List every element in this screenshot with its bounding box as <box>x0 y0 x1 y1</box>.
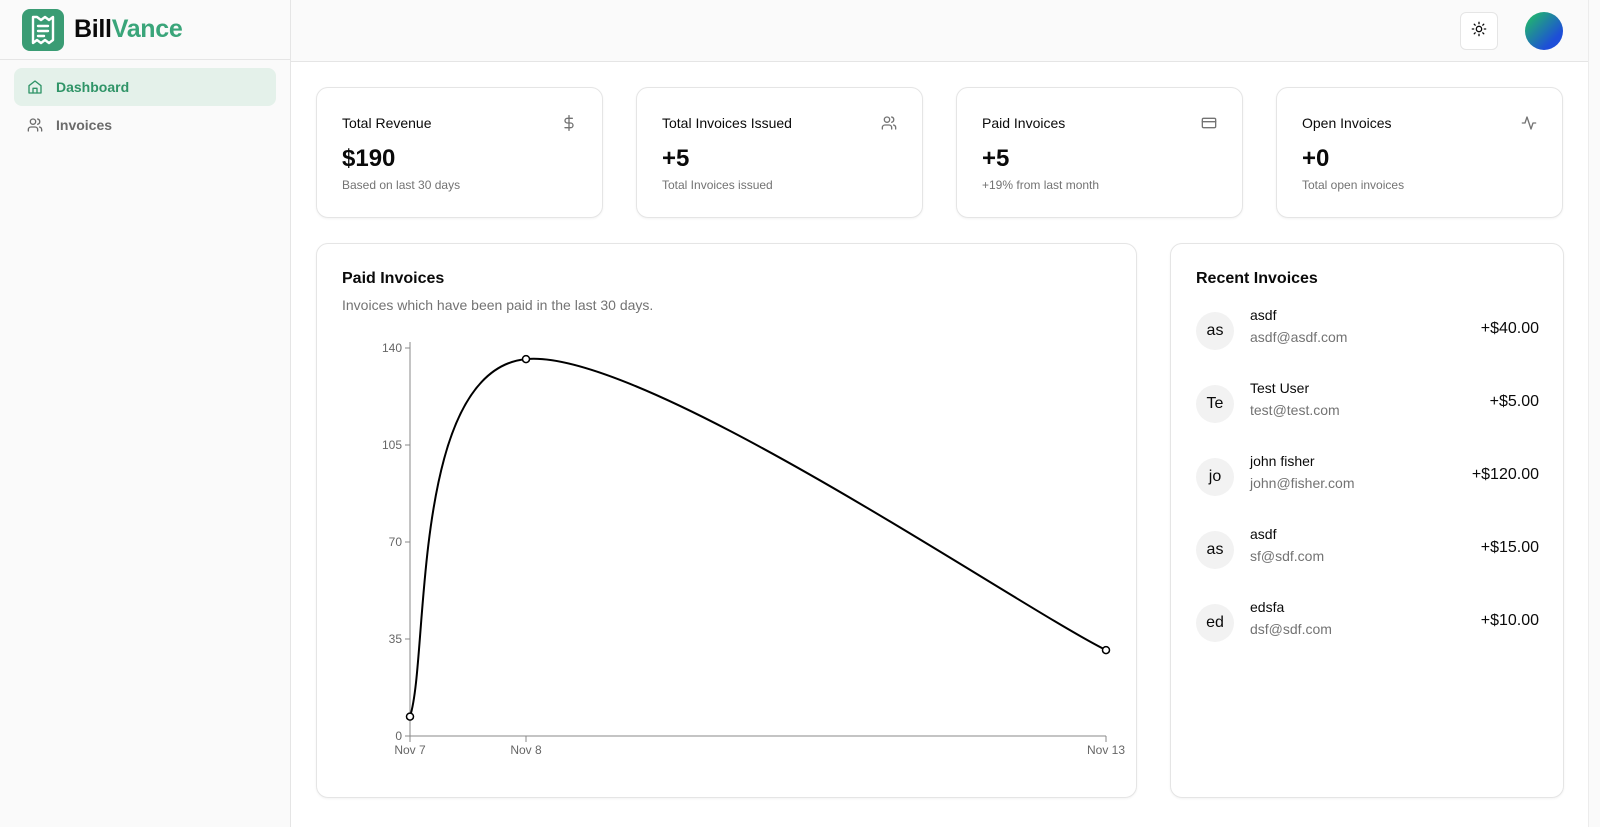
customer-avatar: jo <box>1196 458 1234 496</box>
stat-card-open-invoices: Open Invoices +0 Total open invoices <box>1276 87 1563 218</box>
customer-email: sf@sdf.com <box>1250 548 1325 564</box>
customer-name: john fisher <box>1250 453 1315 469</box>
y-tick-label: 0 <box>395 729 402 743</box>
sidebar-item-label: Dashboard <box>56 79 130 95</box>
credit-card-icon <box>1201 115 1217 131</box>
recent-invoice-row[interactable]: Te Test User test@test.com +$5.00 <box>1196 380 1539 425</box>
home-icon <box>27 79 43 95</box>
customer-name: asdf <box>1250 307 1277 323</box>
customer-email: asdf@asdf.com <box>1250 329 1348 345</box>
stat-value: +5 <box>662 145 690 172</box>
stat-value: +5 <box>982 145 1010 172</box>
users-icon <box>881 115 897 131</box>
data-point <box>1101 645 1111 655</box>
user-avatar[interactable] <box>1525 12 1563 50</box>
stat-subtext: Total Invoices issued <box>662 178 773 192</box>
customer-avatar: Te <box>1196 385 1234 423</box>
invoice-amount: +$5.00 <box>1489 393 1539 410</box>
sidebar: BillVance Dashboard Invoices <box>0 0 291 827</box>
customer-name: edsfa <box>1250 599 1285 615</box>
invoice-amount: +$15.00 <box>1480 539 1539 556</box>
customer-email: dsf@sdf.com <box>1250 621 1332 637</box>
sidebar-item-label: Invoices <box>56 117 113 133</box>
stat-value: +0 <box>1302 145 1330 172</box>
receipt-logo-icon <box>22 8 64 51</box>
chart-card-title: Paid Invoices <box>342 270 445 287</box>
page-scrollbar[interactable] <box>1588 0 1600 827</box>
x-tick-label: Nov 7 <box>394 743 426 757</box>
paid-invoices-chart-card: Paid Invoices Invoices which have been p… <box>316 243 1137 798</box>
recent-invoices-card: Recent Invoices as asdf asdf@asdf.com +$… <box>1170 243 1564 798</box>
sun-icon <box>1471 21 1487 42</box>
recent-invoice-row[interactable]: as asdf sf@sdf.com +$15.00 <box>1196 526 1539 571</box>
data-point <box>405 712 415 721</box>
customer-avatar: as <box>1196 312 1234 350</box>
theme-toggle-button[interactable] <box>1460 12 1498 50</box>
recent-invoice-row[interactable]: as asdf asdf@asdf.com +$40.00 <box>1196 307 1539 352</box>
customer-email: test@test.com <box>1250 402 1340 418</box>
brand-name: BillVance <box>74 15 183 44</box>
recent-invoice-row[interactable]: ed edsfa dsf@sdf.com +$10.00 <box>1196 599 1539 644</box>
invoice-amount: +$40.00 <box>1480 320 1539 337</box>
y-tick-label: 105 <box>382 438 402 452</box>
series-line <box>409 357 1107 717</box>
customer-name: Test User <box>1250 380 1310 396</box>
x-tick-label: Nov 13 <box>1087 743 1125 757</box>
y-tick-label: 35 <box>389 632 403 646</box>
activity-icon <box>1521 115 1537 131</box>
recent-invoice-row[interactable]: jo john fisher john@fisher.com +$120.00 <box>1196 453 1539 498</box>
stat-card-total-revenue: Total Revenue $190 Based on last 30 days <box>316 87 603 218</box>
stat-title: Total Revenue <box>342 115 432 131</box>
stat-title: Paid Invoices <box>982 115 1066 131</box>
stat-title: Total Invoices Issued <box>662 115 792 131</box>
sidebar-item-invoices[interactable]: Invoices <box>14 106 276 144</box>
customer-name: asdf <box>1250 526 1277 542</box>
data-point <box>521 354 531 364</box>
brand-name-part1: Bill <box>74 15 112 43</box>
top-header <box>291 0 1588 62</box>
stat-title: Open Invoices <box>1302 115 1392 131</box>
stat-subtext: Based on last 30 days <box>342 178 461 192</box>
sidebar-item-dashboard[interactable]: Dashboard <box>14 68 276 106</box>
paid-invoices-chart: 0 35 70 105 140 Nov 7 Nov 8 Nov 13 <box>382 341 1125 757</box>
dollar-icon <box>561 115 577 131</box>
stat-subtext: +19% from last month <box>982 178 1100 192</box>
invoice-amount: +$10.00 <box>1480 612 1539 629</box>
sidebar-nav: Dashboard Invoices <box>0 60 290 152</box>
chart-card-description: Invoices which have been paid in the las… <box>342 297 654 313</box>
x-tick-label: Nov 8 <box>510 743 542 757</box>
customer-avatar: ed <box>1196 604 1234 642</box>
stat-card-total-invoices: Total Invoices Issued +5 Total Invoices … <box>636 87 923 218</box>
brand-name-part2: Vance <box>111 15 183 43</box>
stat-card-paid-invoices: Paid Invoices +5 +19% from last month <box>956 87 1243 218</box>
customer-email: john@fisher.com <box>1250 475 1355 491</box>
brand[interactable]: BillVance <box>0 0 290 60</box>
y-tick-label: 140 <box>382 341 402 355</box>
recent-invoices-title: Recent Invoices <box>1196 270 1318 287</box>
y-tick-label: 70 <box>389 535 403 549</box>
customer-avatar: as <box>1196 531 1234 569</box>
stat-value: $190 <box>342 145 396 172</box>
invoice-amount: +$120.00 <box>1471 466 1539 483</box>
users-icon <box>27 117 43 133</box>
stat-subtext: Total open invoices <box>1302 178 1405 192</box>
